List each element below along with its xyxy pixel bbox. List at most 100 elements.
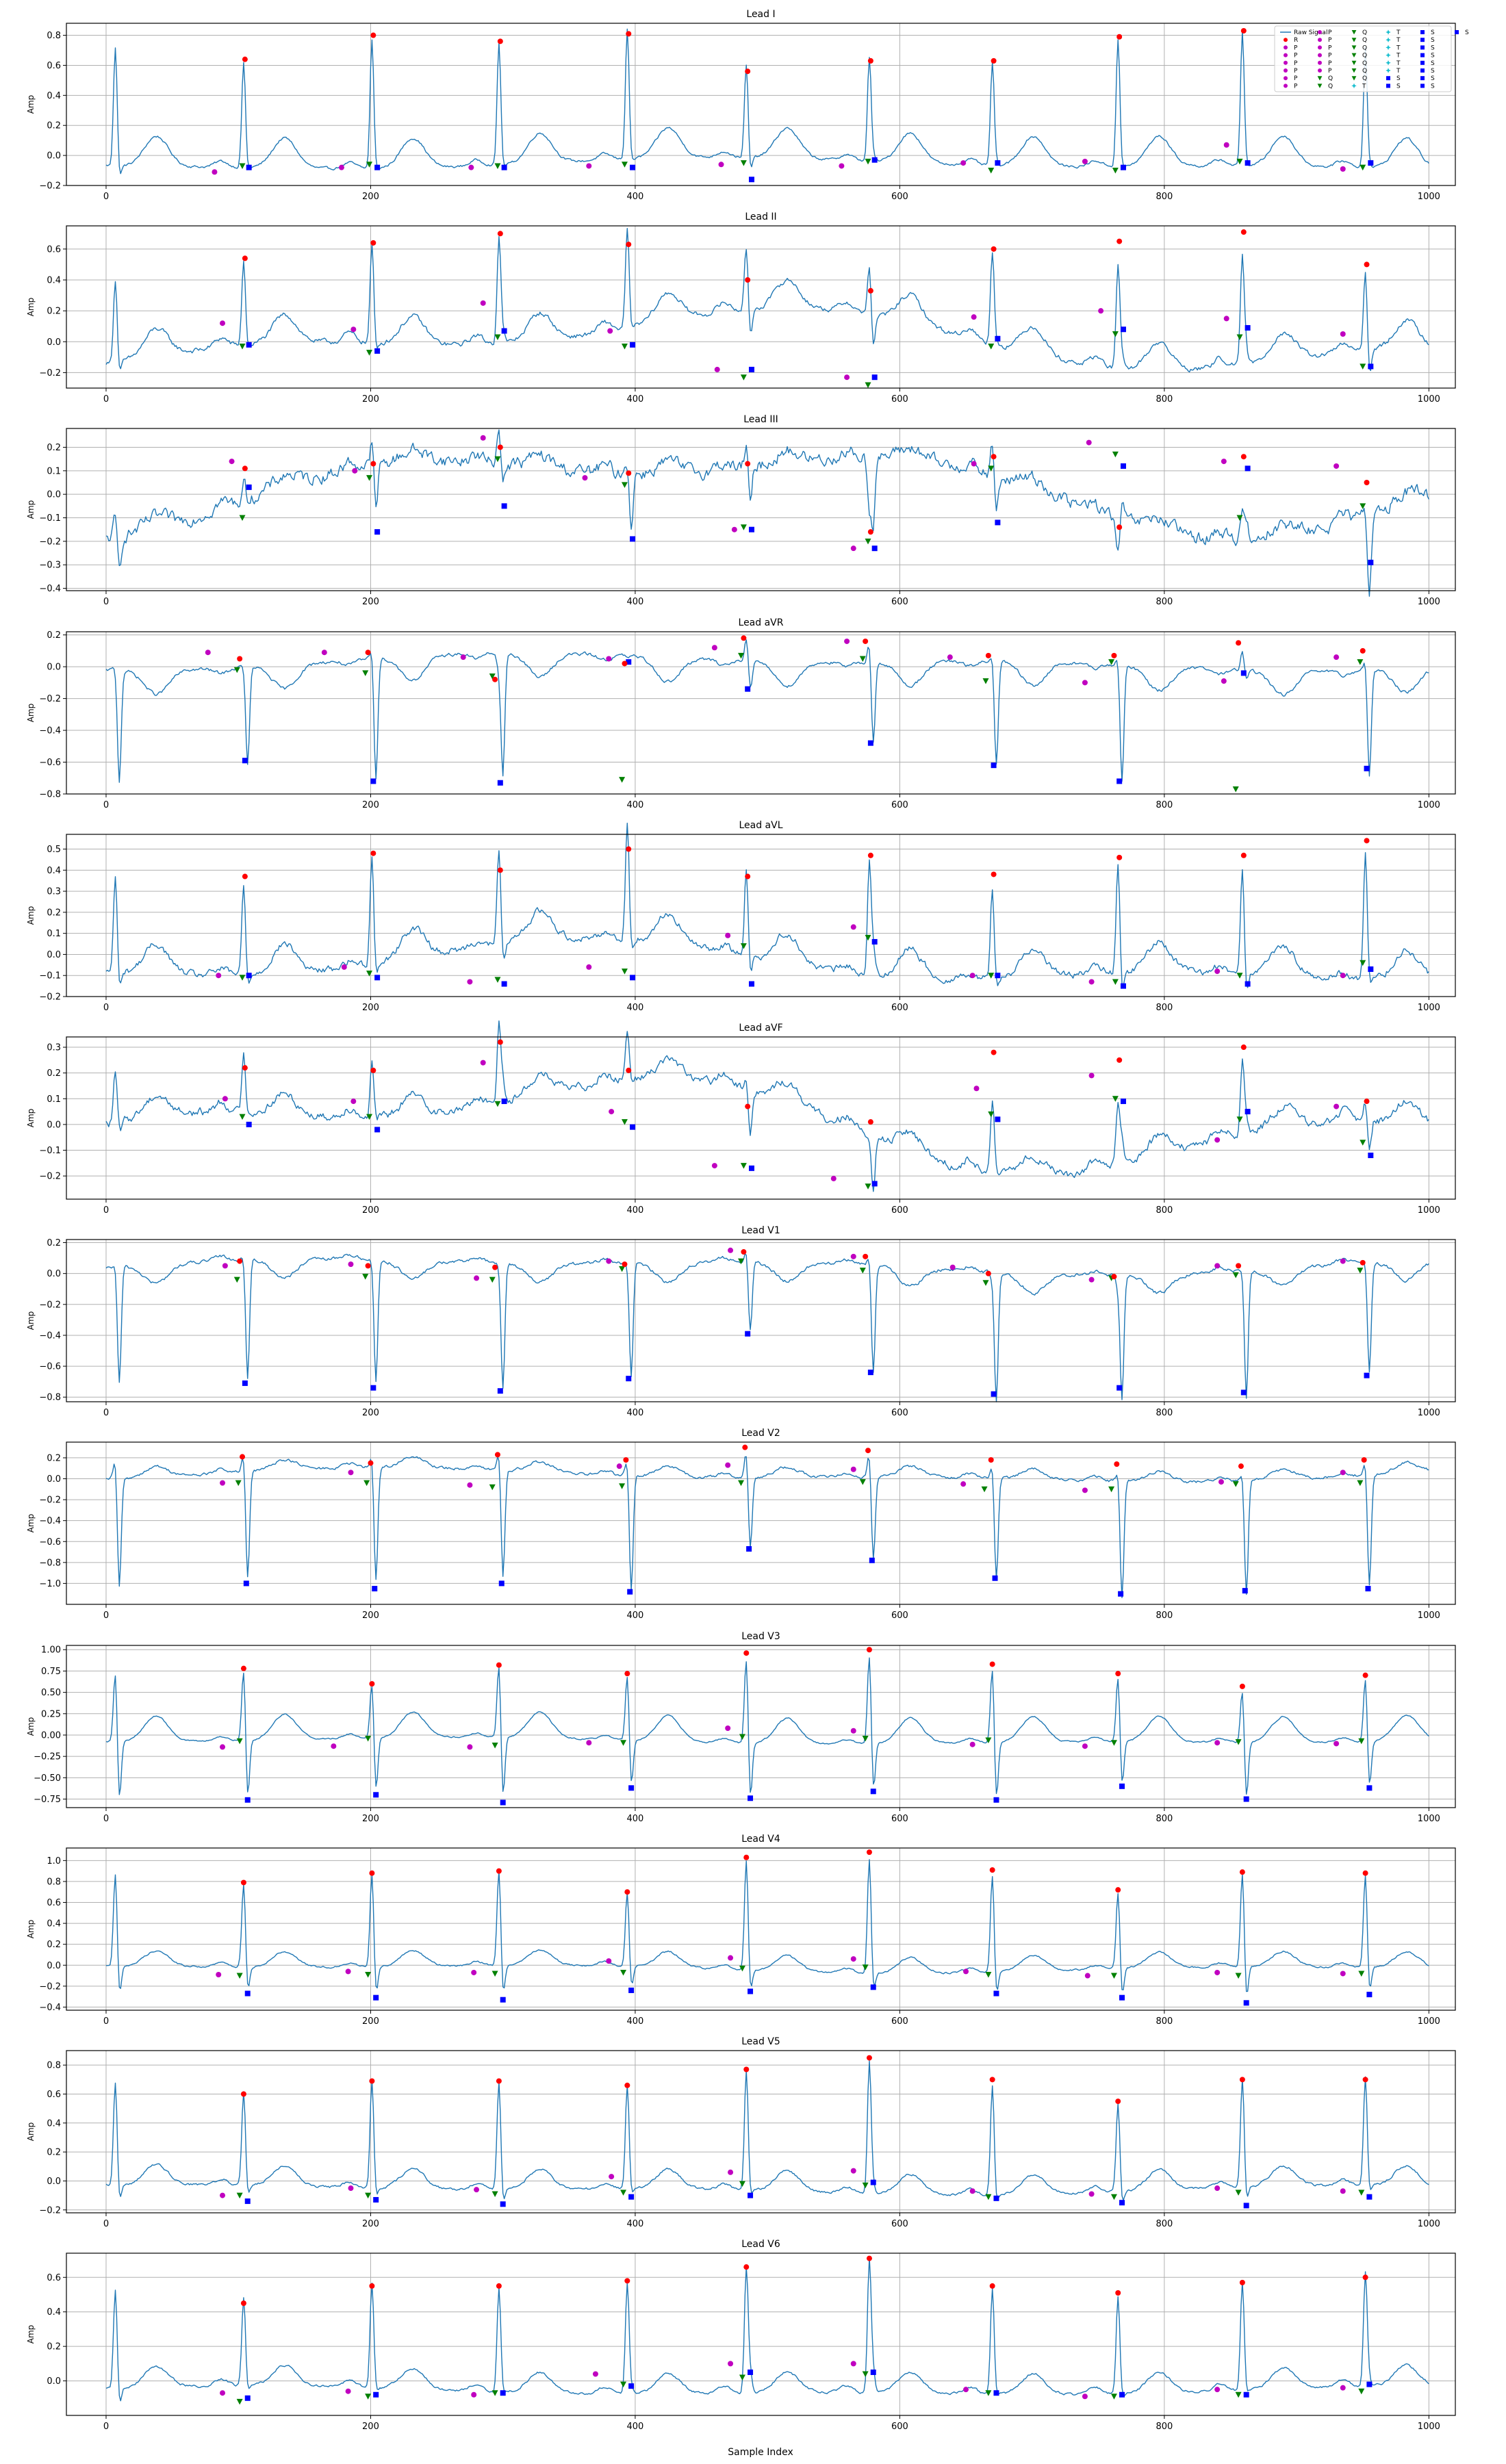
p-wave-marker [586, 964, 592, 970]
q-wave-marker [988, 344, 995, 350]
r-wave-marker [1111, 1274, 1117, 1280]
r-wave-marker [369, 1870, 375, 1876]
panel-title: Lead V2 [741, 1428, 780, 1439]
legend-entry: Q [1351, 75, 1367, 82]
r-wave-marker [492, 1264, 498, 1270]
legend-entry: P [1318, 29, 1332, 36]
r-wave-marker [237, 1258, 243, 1264]
r-wave-marker [369, 2283, 375, 2289]
y-tick-label: 0.0 [47, 1269, 61, 1279]
legend-label: Q [1362, 29, 1367, 36]
x-tick-label: 0 [103, 1205, 109, 1216]
q-wave-marker [862, 1735, 869, 1742]
y-tick-label: −0.2 [39, 1981, 61, 1992]
x-tick-label: 200 [362, 1814, 379, 1824]
p-wave-marker [1086, 439, 1092, 446]
x-tick-label: 400 [627, 597, 644, 607]
y-axis-label: Amp [26, 906, 36, 925]
p-wave-marker [467, 979, 473, 985]
p-wave-marker [467, 1744, 473, 1750]
x-tick-label: 0 [103, 1408, 109, 1418]
r-wave-marker [626, 242, 632, 248]
q-wave-marker [862, 2371, 869, 2377]
p-wave-marker [714, 366, 720, 372]
y-tick-label: 0.4 [47, 276, 61, 286]
wave-markers [205, 635, 1370, 793]
s-wave-marker [748, 1165, 754, 1171]
p-wave-marker [1340, 1258, 1346, 1264]
s-wave-marker [630, 536, 636, 542]
x-tick-label: 1000 [1418, 1003, 1440, 1013]
legend-entry: P [1284, 44, 1298, 51]
r-wave-marker [242, 465, 248, 472]
x-tick-label: 200 [362, 2422, 379, 2432]
x-tick-label: 600 [891, 394, 908, 405]
p-wave-marker [220, 1480, 226, 1486]
q-wave-marker [492, 1742, 498, 1749]
s-wave-marker [871, 374, 878, 381]
p-wave-marker [963, 2387, 969, 2393]
q-wave-marker [620, 1740, 627, 1746]
s-wave-marker [995, 973, 1001, 979]
r-wave-marker [1236, 640, 1242, 646]
legend-entry: Q [1351, 29, 1367, 36]
p-wave-marker [205, 650, 211, 656]
r-wave-marker [492, 676, 498, 682]
lead-panel: Lead aVF 0 200 400 600 800 1000 −0.2 −0.1 0.0 0.1 0… [26, 1020, 1456, 1216]
s-wave-marker [748, 366, 754, 372]
s-wave-marker [1245, 1109, 1251, 1115]
q-wave-marker [366, 162, 373, 168]
p-wave-marker [341, 964, 347, 970]
p-wave-marker [839, 163, 845, 169]
r-wave-marker [863, 638, 869, 644]
r-wave-marker [989, 1867, 995, 1873]
q-wave-marker [862, 2182, 869, 2189]
legend-label: Q [1362, 53, 1367, 60]
r-wave-marker [745, 277, 751, 283]
axes-frame [66, 631, 1456, 795]
s-wave-marker [993, 2195, 999, 2201]
s-wave-marker [374, 1127, 381, 1133]
panel-title: Lead V6 [741, 2239, 780, 2250]
legend-marker-swatch [1284, 38, 1288, 42]
legend-label: T [1396, 44, 1401, 51]
legend-label: S [1465, 29, 1469, 36]
q-wave-marker [1110, 2394, 1117, 2400]
raw-signal-line [105, 1657, 1429, 1795]
p-wave-marker [471, 1969, 477, 1975]
legend-entry: S [1420, 37, 1435, 44]
r-wave-marker [496, 2283, 502, 2289]
y-tick-label: −0.2 [39, 1496, 61, 1506]
r-wave-marker [745, 68, 751, 75]
r-wave-marker [1238, 1463, 1244, 1470]
y-tick-label: 0.2 [47, 1068, 61, 1079]
r-wave-marker [622, 660, 628, 667]
q-wave-marker [859, 1268, 866, 1274]
x-tick-label: 0 [103, 597, 109, 607]
s-wave-marker [1119, 1783, 1125, 1789]
s-wave-marker [1243, 2000, 1249, 2006]
y-tick-label: −0.2 [39, 2205, 61, 2216]
s-wave-marker [1119, 1994, 1125, 2001]
s-wave-marker [628, 2383, 635, 2389]
y-tick-label: 0.8 [47, 31, 61, 41]
s-wave-marker [373, 1994, 379, 2001]
p-wave-marker [467, 1482, 473, 1488]
r-wave-marker [1239, 2279, 1245, 2285]
q-wave-marker [239, 1114, 246, 1120]
p-wave-marker [728, 1247, 734, 1253]
legend-label: T [1396, 53, 1401, 60]
p-wave-marker [1098, 308, 1104, 314]
wave-markers [220, 1647, 1373, 1806]
y-tick-label: 0.4 [47, 1919, 61, 1929]
y-tick-label: 0.0 [47, 1120, 61, 1130]
x-tick-label: 400 [627, 1003, 644, 1013]
p-wave-marker [480, 1060, 486, 1066]
legend-label: Q [1362, 68, 1367, 75]
p-wave-marker [348, 1261, 354, 1268]
x-tick-label: 600 [891, 1814, 908, 1824]
legend-entry: P [1284, 83, 1298, 90]
s-wave-marker [1120, 983, 1126, 989]
s-wave-marker [374, 529, 381, 535]
r-wave-marker [370, 850, 376, 856]
